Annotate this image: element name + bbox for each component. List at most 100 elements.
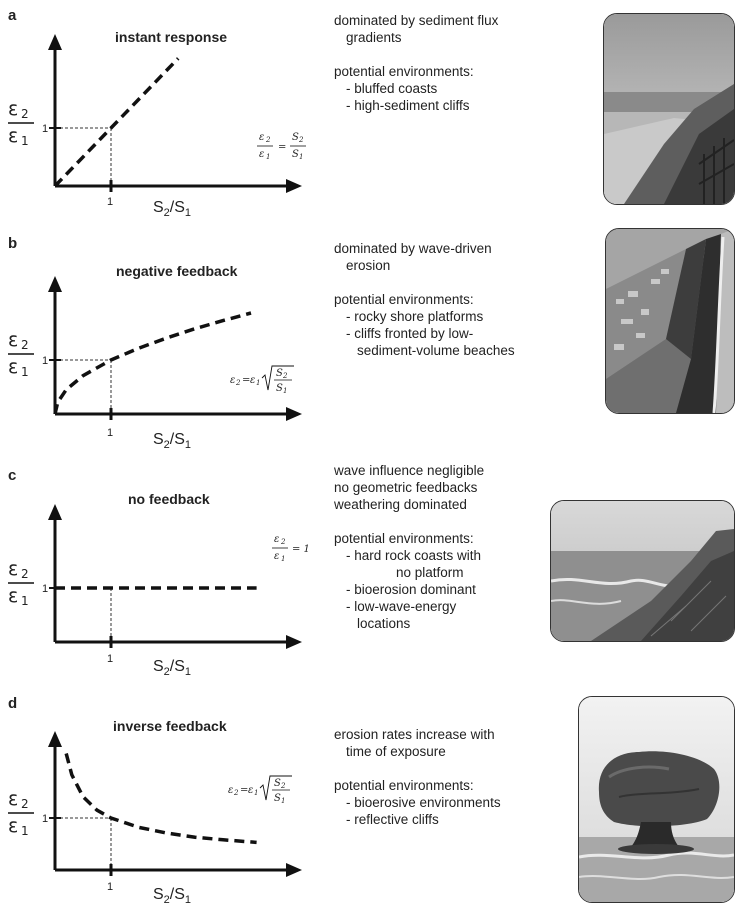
svg-text:ε: ε: [250, 375, 255, 386]
environments-heading: potential environments:: [334, 531, 474, 546]
equation: ε 2 ε 1 = S 2 S 1: [257, 132, 306, 161]
environment-item: - reflective cliffs: [346, 812, 439, 827]
svg-text:ε: ε: [228, 785, 233, 796]
description-line: weathering dominated: [334, 497, 467, 512]
environment-item: - bioerosion dominant: [346, 582, 476, 597]
svg-text:ε: ε: [248, 785, 253, 796]
svg-text:1: 1: [266, 153, 270, 161]
plot-d: inverse feedback 1 1 ε 2 ε 1 S2/S1 ε 2 =…: [8, 718, 302, 903]
panel-description: wave influence negligible no geometric f…: [334, 462, 594, 632]
svg-text:1: 1: [283, 387, 287, 395]
svg-text:1: 1: [21, 594, 29, 608]
svg-text:2: 2: [21, 107, 29, 121]
description-line: no geometric feedbacks: [334, 480, 478, 495]
svg-text:ε: ε: [274, 534, 279, 545]
environment-item: no platform: [396, 565, 464, 580]
svg-text:S2/S1: S2/S1: [153, 431, 191, 451]
svg-text:ε: ε: [274, 551, 279, 562]
svg-text:S: S: [274, 778, 281, 789]
x-axis-arrow: [286, 863, 302, 877]
svg-text:ε: ε: [8, 356, 18, 378]
description-line: time of exposure: [346, 744, 446, 759]
y-axis-label: ε 2 ε 1: [8, 98, 34, 148]
hard-rock-coast-photo: [550, 500, 735, 642]
svg-text:S: S: [292, 149, 299, 160]
panel-letter: a: [8, 7, 17, 24]
description-line: dominated by sediment flux: [334, 13, 499, 28]
svg-text:ε: ε: [8, 329, 18, 351]
panel-description: dominated by wave-driven erosion potenti…: [334, 240, 594, 359]
environment-item: - cliffs fronted by low-: [346, 326, 474, 341]
svg-text:S: S: [276, 368, 283, 379]
svg-text:S: S: [276, 383, 283, 394]
description-line: gradients: [346, 30, 402, 45]
panel-description: dominated by sediment flux gradients pot…: [334, 12, 594, 114]
environment-item: - low-wave-energy: [346, 599, 457, 614]
panel-title: negative feedback: [116, 263, 238, 279]
x-axis-arrow: [286, 179, 302, 193]
x-axis-arrow: [286, 635, 302, 649]
plot-b: negative feedback 1 1 ε 2 ε 1 S2/S1 ε 2 …: [8, 263, 302, 451]
svg-text:2: 2: [280, 782, 286, 790]
y-axis-arrow: [48, 731, 62, 747]
svg-text:S: S: [292, 132, 299, 143]
x-axis-label: S2/S1: [153, 658, 191, 678]
svg-text:S2/S1: S2/S1: [153, 886, 191, 903]
panel-c: c no feedback 1 1 ε 2 ε 1 S2/S1 ε 2 ε 1 …: [0, 458, 738, 683]
svg-text:2: 2: [280, 538, 286, 546]
y-tick-label: 1: [42, 123, 48, 135]
data-curve: [53, 311, 252, 415]
environments-heading: potential environments:: [334, 292, 474, 307]
svg-text:S: S: [274, 793, 281, 804]
y-axis-arrow: [48, 34, 62, 50]
svg-text:ε: ε: [8, 558, 18, 580]
svg-text:=: =: [278, 142, 286, 153]
x-axis-arrow: [286, 407, 302, 421]
svg-text:2: 2: [265, 136, 271, 144]
svg-text:2: 2: [233, 789, 239, 797]
environment-item: - high-sediment cliffs: [346, 98, 470, 113]
svg-text:S2/S1: S2/S1: [153, 199, 191, 219]
environment-item: - bluffed coasts: [346, 81, 438, 96]
svg-text:2: 2: [235, 379, 241, 387]
svg-text:2: 2: [21, 567, 29, 581]
equation: ε 2 = ε 1 S 2 S 1: [228, 775, 292, 805]
svg-text:1: 1: [256, 379, 260, 387]
plot-a: instant response 1 1 ε 2 ε 1 S2/S1 ε 2 ε…: [8, 29, 306, 219]
x-tick-label: 1: [107, 196, 113, 208]
svg-text:ε: ε: [8, 585, 18, 607]
svg-text:2: 2: [21, 797, 29, 811]
equation: ε 2 ε 1 = 1: [272, 534, 310, 563]
svg-text:ε: ε: [8, 815, 18, 837]
panel-a: a instant response 1 1 ε 2 ε 1 S2/S1 ε 2: [0, 0, 738, 219]
svg-text:1: 1: [21, 365, 29, 379]
description-line: dominated by wave-driven: [334, 241, 492, 256]
y-axis-label: ε 2 ε 1: [8, 788, 34, 838]
svg-text:ε: ε: [8, 125, 18, 147]
svg-text:ε: ε: [230, 375, 235, 386]
svg-text:ε: ε: [8, 788, 18, 810]
environments-heading: potential environments:: [334, 778, 474, 793]
svg-text:ε: ε: [259, 132, 264, 143]
description-line: erosion rates increase with: [334, 727, 495, 742]
equation: ε 2 = ε 1 S 2 S 1: [230, 365, 294, 395]
x-tick-label: 1: [107, 427, 113, 439]
svg-text:1: 1: [281, 555, 285, 563]
panel-d: d inverse feedback 1 1 ε 2 ε 1 S2/S1 ε 2…: [0, 683, 738, 903]
mushroom-rock-photo: [578, 696, 735, 903]
svg-text:1: 1: [21, 134, 29, 148]
panel-letter: d: [8, 695, 18, 712]
svg-text:1: 1: [21, 824, 29, 838]
svg-text:S2/S1: S2/S1: [153, 658, 191, 678]
description-line: erosion: [346, 258, 391, 273]
y-tick-label: 1: [42, 583, 48, 595]
y-axis-arrow: [48, 276, 62, 292]
svg-text:=: =: [240, 785, 248, 796]
x-tick-label: 1: [107, 653, 113, 665]
plot-c: no feedback 1 1 ε 2 ε 1 S2/S1 ε 2 ε 1 = …: [8, 491, 310, 678]
environment-item: sediment-volume beaches: [357, 343, 515, 358]
description-line: wave influence negligible: [334, 463, 485, 478]
panel-title: instant response: [115, 29, 227, 45]
svg-text:2: 2: [282, 372, 288, 380]
svg-text:2: 2: [298, 136, 304, 144]
